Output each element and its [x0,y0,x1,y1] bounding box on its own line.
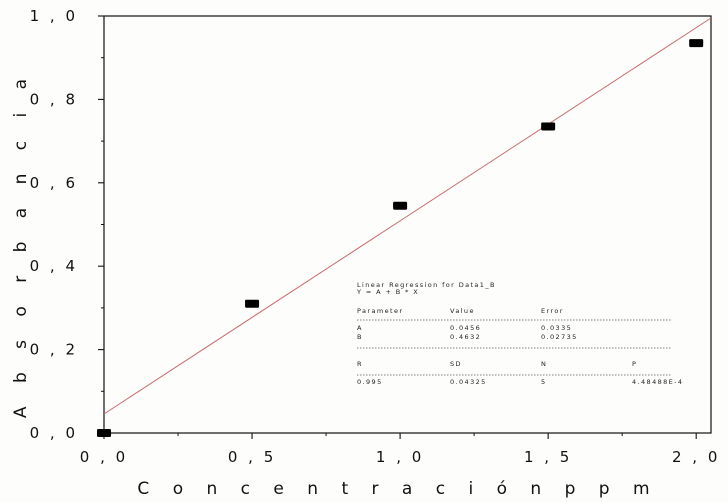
y-tick-label: 1 , 0 [30,7,78,25]
param-row-b-value: 0.4632 [450,333,481,341]
param-row-a-error: 0.0335 [541,324,572,332]
x-tick-label: 0 , 0 [80,448,128,466]
y-tick-label: 0 , 6 [30,174,78,192]
stat-header-n: N [541,360,547,368]
x-tick-label: 0 , 5 [228,448,276,466]
stat-header-r: R [357,360,363,368]
data-point [689,39,704,48]
stat-header-sd: SD [450,360,462,368]
param-row-a-value: 0.0456 [450,324,481,332]
param-header-error: Error [541,307,564,315]
stat-value-sd: 0.04325 [450,378,487,386]
y-tick-label: 0 , 8 [30,90,78,108]
y-tick-label: 0 , 0 [30,424,78,442]
regression-line [103,17,712,415]
y-tick-label: 0 , 2 [30,341,78,359]
x-tick-label: 1 , 0 [376,448,424,466]
stat-header-p: P [632,360,637,368]
data-points [97,39,704,437]
plot-border [103,15,712,434]
param-row-b-error: 0.02735 [541,333,578,341]
stat-value-n: 5 [541,378,547,386]
y-axis-title: A b s o r b a n c i a [11,70,31,418]
x-tick-label: 2 , 0 [672,448,720,466]
param-row-a-name: A [357,324,363,332]
data-point [541,122,556,131]
plot-area [103,15,712,434]
param-header-value: Value [450,307,475,315]
regression-title: Linear Regression for Data1_B [357,281,496,289]
x-axis-title: C o n c e n t r a c i ó n p p m [137,479,658,499]
data-point [245,299,260,308]
regression-line-group [103,17,712,415]
stat-value-p: 4.48488E-4 [632,378,683,386]
data-point [97,429,111,437]
stat-value-r: 0.995 [357,378,383,386]
regression-results-box: Linear Regression for Data1_B Y = A + B … [356,281,683,386]
regression-equation: Y = A + B * X [356,288,419,296]
x-axis-ticks: 0 , 0 0 , 5 1 , 0 1 , 5 2 , 0 [80,433,720,466]
x-tick-label: 1 , 5 [524,448,572,466]
param-row-b-name: B [357,333,363,341]
data-point [393,201,408,210]
param-header-parameter: Parameter [357,307,403,315]
y-tick-label: 0 , 4 [30,257,78,275]
y-axis-ticks: 0 , 0 0 , 2 0 , 4 0 , 6 0 , 8 1 , 0 [30,7,104,442]
